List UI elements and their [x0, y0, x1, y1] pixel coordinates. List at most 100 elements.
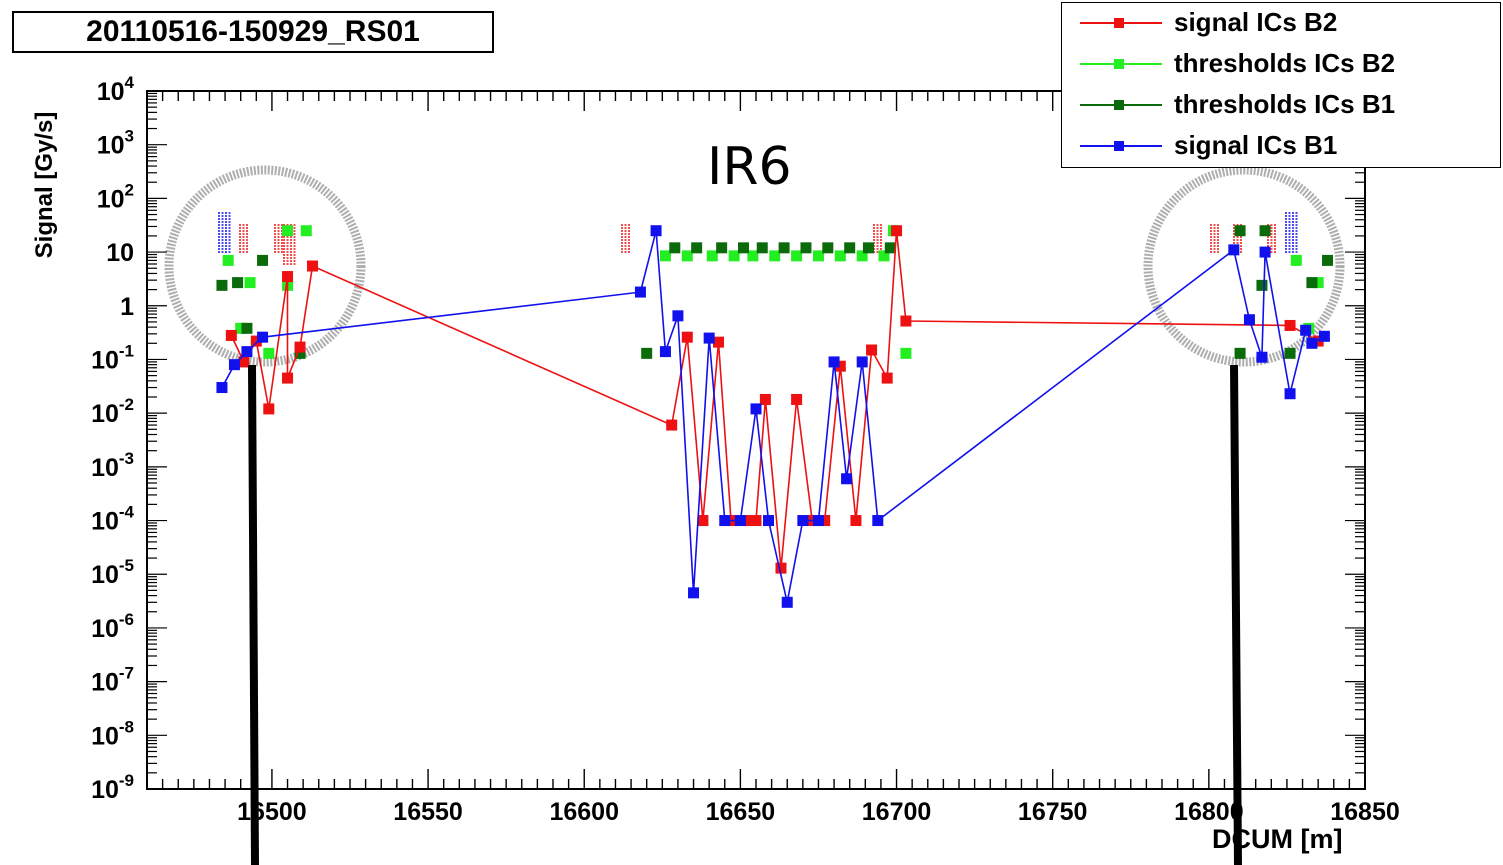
data-point — [681, 331, 693, 343]
data-point — [659, 346, 671, 358]
data-point — [294, 341, 306, 353]
data-point — [1256, 351, 1268, 363]
data-point — [741, 515, 753, 527]
data-point — [734, 515, 746, 527]
hatch-marker — [1210, 224, 1220, 253]
series-line — [221, 230, 1325, 603]
data-point — [650, 225, 662, 237]
data-point — [862, 242, 874, 254]
data-point — [716, 242, 728, 254]
beam-line-right — [1230, 364, 1242, 865]
data-point — [769, 250, 781, 262]
highlight-circle-1 — [164, 165, 366, 367]
data-point — [819, 515, 831, 527]
x-tick-label: 16700 — [862, 798, 932, 826]
data-point — [1290, 254, 1302, 266]
data-point — [1234, 225, 1246, 237]
data-point — [822, 242, 834, 254]
y-tick-label: 10-5 — [91, 556, 134, 589]
y-tick-label: 104 — [97, 73, 135, 106]
legend-marker — [1114, 141, 1124, 151]
highlight-circles — [164, 165, 1345, 367]
x-tick-label: 16600 — [549, 798, 619, 826]
data-point — [244, 277, 256, 289]
data-point — [884, 242, 896, 254]
data-point — [844, 242, 856, 254]
legend-item-signal-b2: signal ICs B2 — [1062, 3, 1500, 43]
data-point — [775, 562, 787, 574]
hatch-markers — [218, 212, 1299, 265]
data-point — [666, 419, 678, 431]
data-point — [216, 279, 228, 291]
x-tick-label: 16800 — [1174, 798, 1244, 826]
data-point — [738, 242, 750, 254]
beam-line-left — [248, 364, 259, 865]
y-tick-label: 10-6 — [91, 610, 134, 643]
x-tick-label: 16550 — [393, 798, 463, 826]
y-tick-label: 10-1 — [91, 341, 134, 374]
data-point — [756, 242, 768, 254]
y-tick-label: 10-9 — [91, 771, 134, 804]
data-point — [225, 329, 237, 341]
beam-lines — [248, 364, 1242, 865]
data-point — [759, 393, 771, 405]
data-point — [238, 356, 250, 368]
data-point — [850, 515, 862, 527]
data-point — [728, 250, 740, 262]
data-point — [669, 242, 681, 254]
data-point — [216, 382, 228, 394]
data-point — [1256, 279, 1268, 291]
data-point — [878, 250, 890, 262]
y-tick-label: 1 — [120, 293, 134, 321]
y-tick-label: 10-4 — [91, 503, 134, 536]
data-point — [791, 250, 803, 262]
y-tick-label: 10-3 — [91, 449, 134, 482]
data-point — [706, 250, 718, 262]
data-point — [1243, 314, 1255, 326]
data-point — [872, 515, 884, 527]
y-axis-label: Signal [Gy/s] — [31, 111, 58, 259]
data-point — [797, 515, 809, 527]
data-point — [841, 473, 853, 485]
legend-label: signal ICs B2 — [1174, 7, 1338, 37]
y-tick-label: 10-7 — [91, 664, 134, 697]
data-point — [747, 250, 759, 262]
series-thresholds-ics-b1 — [216, 225, 1334, 359]
data-point — [641, 347, 653, 359]
data-point — [866, 344, 878, 356]
data-point — [1306, 277, 1318, 289]
hatch-marker — [274, 224, 284, 253]
legend-item-signal-b1: signal ICs B1 — [1062, 126, 1500, 166]
series-signal-ics-b1 — [216, 225, 1330, 608]
data-point — [1284, 319, 1296, 331]
data-point — [241, 322, 253, 334]
data-point — [282, 372, 294, 384]
data-point — [812, 250, 824, 262]
legend-marker — [1114, 59, 1124, 69]
data-point — [300, 225, 312, 237]
data-point — [282, 225, 294, 237]
data-point — [1284, 388, 1296, 400]
data-point — [263, 347, 275, 359]
series-signal-ics-b2 — [225, 225, 1324, 574]
hatch-marker — [873, 224, 883, 253]
legend-label: thresholds ICs B1 — [1174, 89, 1396, 119]
data-point — [222, 254, 234, 266]
data-point — [800, 242, 812, 254]
y-tick-label: 10-2 — [91, 395, 134, 428]
data-point — [1259, 246, 1271, 258]
data-point — [232, 277, 244, 289]
data-point — [778, 242, 790, 254]
data-point — [1284, 347, 1296, 359]
data-point — [1318, 330, 1330, 342]
data-point — [634, 286, 646, 298]
legend-label: thresholds ICs B2 — [1174, 48, 1396, 78]
series-layer — [216, 225, 1334, 608]
data-point — [891, 225, 903, 237]
data-point — [241, 346, 253, 358]
data-point — [856, 250, 868, 262]
data-point — [750, 515, 762, 527]
data-point — [781, 596, 793, 608]
data-point — [762, 515, 774, 527]
